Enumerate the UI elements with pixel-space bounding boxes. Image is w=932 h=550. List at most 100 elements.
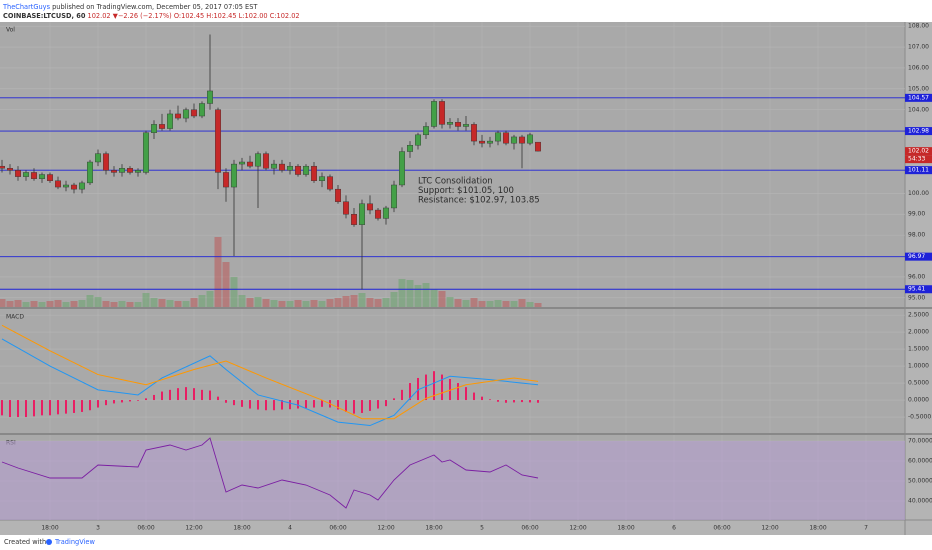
histogram-bar — [169, 389, 171, 401]
volume-bar — [326, 299, 334, 307]
x-tick-label: 06:00 — [713, 525, 730, 532]
volume-bar — [222, 262, 230, 307]
x-tick-label: 06:00 — [137, 525, 154, 532]
annotation: Support: $101.05, 100 — [418, 186, 514, 196]
candle-body — [519, 136, 526, 144]
histogram-bar — [129, 400, 131, 402]
candle-body — [527, 134, 534, 144]
x-tick-label: 18:00 — [233, 525, 250, 532]
volume-bar — [78, 300, 86, 307]
histogram-bar — [449, 378, 451, 401]
candle-body — [47, 174, 54, 181]
symbol: COINBASE:LTCUSD, 60 — [3, 12, 86, 20]
level-label-box — [905, 166, 932, 175]
volume-bar — [86, 295, 94, 307]
candle-body — [55, 180, 62, 188]
histogram-bar — [201, 389, 203, 401]
level-label: 102.98 — [908, 128, 929, 135]
candle-body — [70, 184, 77, 190]
candle-body — [142, 132, 149, 173]
volume-bar — [150, 298, 158, 307]
histogram-bar — [153, 394, 155, 401]
level-label-box — [905, 285, 932, 294]
volume-bar — [246, 298, 254, 307]
histogram-bar — [105, 400, 107, 406]
candle-body — [158, 124, 165, 129]
histogram-bar — [81, 400, 83, 412]
volume-bar — [30, 301, 38, 307]
volume-bar — [142, 293, 150, 307]
candle-body — [31, 172, 38, 179]
y-tick-label: 106.00 — [908, 64, 929, 71]
volume-bar — [446, 297, 454, 307]
histogram-bar — [57, 400, 59, 415]
volume-bar — [38, 302, 46, 307]
histogram-bar — [265, 400, 267, 411]
annotation: Resistance: $102.97, 103.85 — [418, 196, 540, 206]
histogram-bar — [481, 396, 483, 401]
candle-body — [182, 109, 189, 119]
volume-bar — [134, 302, 142, 307]
price-axis-background — [905, 22, 932, 535]
x-tick-label: 12:00 — [761, 525, 778, 532]
candle-body — [383, 207, 390, 219]
volume-bar — [6, 301, 14, 307]
candle-body — [471, 124, 478, 142]
level-label: 96.97 — [908, 253, 925, 260]
x-tick-label: 18:00 — [809, 525, 826, 532]
histogram-bar — [209, 390, 211, 401]
volume-bar — [310, 300, 318, 307]
histogram-bar — [417, 377, 419, 401]
indicator-line — [1, 338, 539, 427]
histogram-bar — [137, 400, 139, 401]
volume-bar — [502, 301, 510, 307]
annotation: LTC Consolidation — [418, 177, 493, 187]
author[interactable]: TheChartGuys — [2, 3, 51, 11]
histogram-bar — [241, 400, 243, 407]
change-arrow: ▼ — [113, 12, 119, 20]
candle-body — [511, 136, 518, 144]
volume-bar — [174, 301, 182, 307]
candle-body — [431, 101, 438, 127]
volume-bar — [262, 299, 270, 307]
x-tick-label: 7 — [864, 525, 868, 532]
volume-bar — [406, 280, 414, 307]
rsi-line — [1, 437, 539, 509]
candle-body — [6, 168, 13, 171]
volume-bar — [390, 292, 398, 307]
volume-bar — [166, 300, 174, 307]
histogram-bar — [65, 400, 67, 414]
y-tick-label: 107.00 — [908, 44, 929, 51]
histogram-bar — [513, 400, 515, 403]
histogram-bar — [393, 398, 395, 401]
candle-body — [359, 203, 366, 225]
histogram-bar — [537, 400, 539, 403]
histogram-bar — [289, 400, 291, 410]
histogram-bar — [489, 399, 491, 401]
candle-body — [503, 132, 510, 144]
candle-body — [367, 203, 374, 211]
histogram-bar — [521, 400, 523, 403]
volume-bar — [366, 298, 374, 307]
ohlc: O:102.45 H:102.45 L:102.00 C:102.02 — [174, 12, 300, 20]
time-axis-background — [0, 520, 905, 535]
candle-body — [190, 109, 197, 117]
candle-body — [214, 109, 221, 173]
last-price-box — [905, 147, 932, 156]
histogram-bar — [161, 391, 163, 401]
histogram-bar — [9, 400, 11, 418]
candle-body — [487, 140, 494, 144]
candle-body — [86, 161, 93, 184]
candle-body — [150, 124, 157, 133]
footer-brand[interactable]: TradingView — [54, 538, 95, 546]
y-tick-label: 2.0000 — [908, 329, 929, 336]
level-label-box — [905, 93, 932, 102]
volume-bar — [102, 301, 110, 307]
x-tick-label: 18:00 — [425, 525, 442, 532]
candle-body — [63, 184, 70, 188]
volume-bar — [158, 299, 166, 307]
y-tick-label: 60.0000 — [908, 458, 932, 465]
volume-bar — [478, 301, 486, 307]
x-tick-label: 06:00 — [329, 525, 346, 532]
x-tick-label: 3 — [96, 525, 100, 532]
